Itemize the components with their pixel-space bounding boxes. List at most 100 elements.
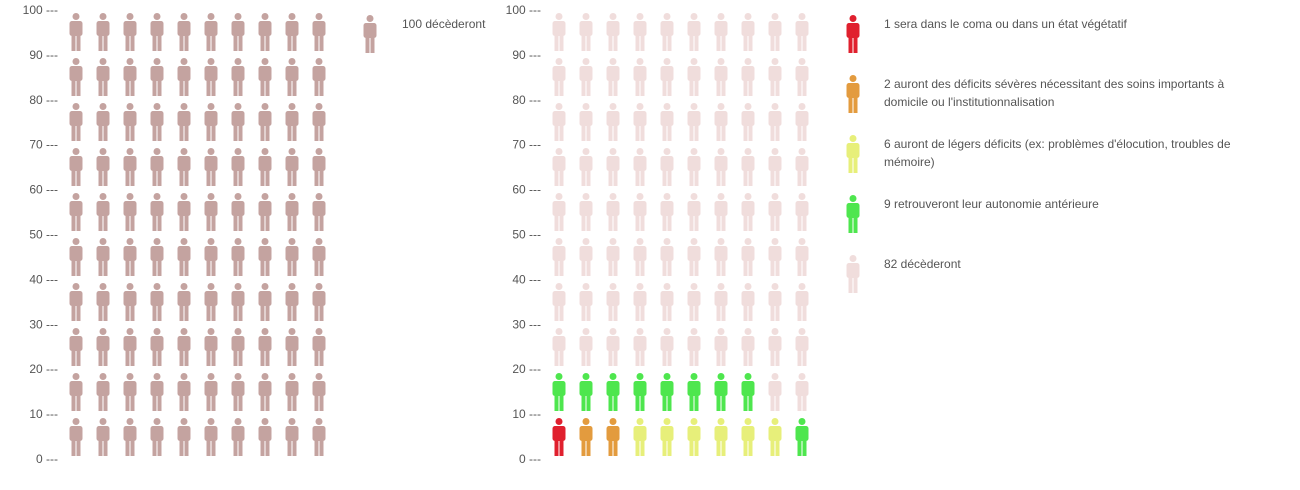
person-icon xyxy=(660,13,674,51)
person-icon xyxy=(312,238,326,276)
legend-label-left-0: 100 décèderont xyxy=(402,17,486,31)
person-icon xyxy=(231,283,245,321)
person-icon xyxy=(312,418,326,456)
person-icon xyxy=(96,13,110,51)
person-icon xyxy=(69,193,83,231)
person-icon xyxy=(231,103,245,141)
person-icon xyxy=(96,328,110,366)
person-icon xyxy=(606,328,620,366)
person-icon xyxy=(552,418,566,456)
person-icon xyxy=(687,58,701,96)
person-icon xyxy=(231,193,245,231)
person-icon xyxy=(123,328,137,366)
person-icon xyxy=(741,58,755,96)
person-icon xyxy=(768,148,782,186)
person-icon xyxy=(258,148,272,186)
legend-icon-severe-deficits xyxy=(846,75,860,113)
person-icon xyxy=(606,13,620,51)
person-icon xyxy=(150,328,164,366)
person-icon xyxy=(579,238,593,276)
person-icon xyxy=(258,283,272,321)
person-icon xyxy=(687,328,701,366)
person-icon xyxy=(69,418,83,456)
person-icon xyxy=(795,193,809,231)
person-icon xyxy=(741,103,755,141)
y-tick-label-0: 0 --- xyxy=(36,452,58,466)
person-icon xyxy=(741,13,755,51)
person-icon xyxy=(606,103,620,141)
legend-label-mild-deficits: 6 auront de légers déficits (ex: problèm… xyxy=(884,137,1231,169)
person-icon xyxy=(714,13,728,51)
person-icon xyxy=(552,238,566,276)
person-icon xyxy=(606,58,620,96)
y-tick-label-80: 80 --- xyxy=(29,93,58,107)
person-icon xyxy=(204,238,218,276)
person-icon xyxy=(579,148,593,186)
y-tick-label-20: 20 --- xyxy=(29,362,58,376)
person-icon xyxy=(150,58,164,96)
person-icon xyxy=(714,148,728,186)
legend-icon-coma xyxy=(846,15,860,53)
person-icon xyxy=(231,238,245,276)
person-icon xyxy=(660,238,674,276)
person-icon xyxy=(633,283,647,321)
person-icon xyxy=(177,58,191,96)
person-icon xyxy=(69,13,83,51)
y-tick-label-70: 70 --- xyxy=(512,138,541,152)
person-icon xyxy=(204,193,218,231)
person-icon xyxy=(312,58,326,96)
person-icon xyxy=(204,13,218,51)
person-icon xyxy=(177,13,191,51)
person-icon xyxy=(633,193,647,231)
person-icon xyxy=(312,193,326,231)
person-icon xyxy=(552,373,566,411)
person-icon xyxy=(177,193,191,231)
person-icon xyxy=(687,238,701,276)
y-tick-label-80: 80 --- xyxy=(512,93,541,107)
person-icon xyxy=(687,148,701,186)
person-icon xyxy=(714,283,728,321)
person-icon xyxy=(579,328,593,366)
person-icon xyxy=(741,418,755,456)
person-icon xyxy=(768,418,782,456)
person-icon xyxy=(795,373,809,411)
person-icon xyxy=(660,58,674,96)
legend-label-severe-deficits: 2 auront des déficits sévères nécessitan… xyxy=(884,77,1225,109)
person-icon xyxy=(795,238,809,276)
person-icon xyxy=(177,103,191,141)
y-tick-label-40: 40 --- xyxy=(29,272,58,286)
person-icon xyxy=(741,373,755,411)
person-icon xyxy=(795,283,809,321)
person-icon xyxy=(123,418,137,456)
person-icon xyxy=(312,373,326,411)
person-icon xyxy=(552,193,566,231)
person-icon xyxy=(741,238,755,276)
person-icon xyxy=(96,238,110,276)
person-icon xyxy=(123,58,137,96)
person-icon xyxy=(579,373,593,411)
person-icon xyxy=(123,148,137,186)
person-icon xyxy=(606,193,620,231)
person-icon xyxy=(177,328,191,366)
person-icon xyxy=(687,283,701,321)
person-icon xyxy=(687,103,701,141)
y-tick-label-100: 100 --- xyxy=(506,3,541,17)
person-icon xyxy=(123,193,137,231)
person-icon xyxy=(795,58,809,96)
person-icon xyxy=(633,103,647,141)
person-icon xyxy=(258,373,272,411)
person-icon xyxy=(312,13,326,51)
person-icon xyxy=(150,418,164,456)
person-icon xyxy=(552,148,566,186)
y-tick-label-30: 30 --- xyxy=(512,317,541,331)
person-icon xyxy=(660,193,674,231)
person-icon xyxy=(258,328,272,366)
person-icon xyxy=(660,283,674,321)
person-icon xyxy=(768,193,782,231)
person-icon xyxy=(741,148,755,186)
person-icon xyxy=(258,418,272,456)
legend-label-coma: 1 sera dans le coma ou dans un état végé… xyxy=(884,17,1127,31)
person-icon xyxy=(714,58,728,96)
person-icon xyxy=(714,373,728,411)
person-icon xyxy=(96,58,110,96)
